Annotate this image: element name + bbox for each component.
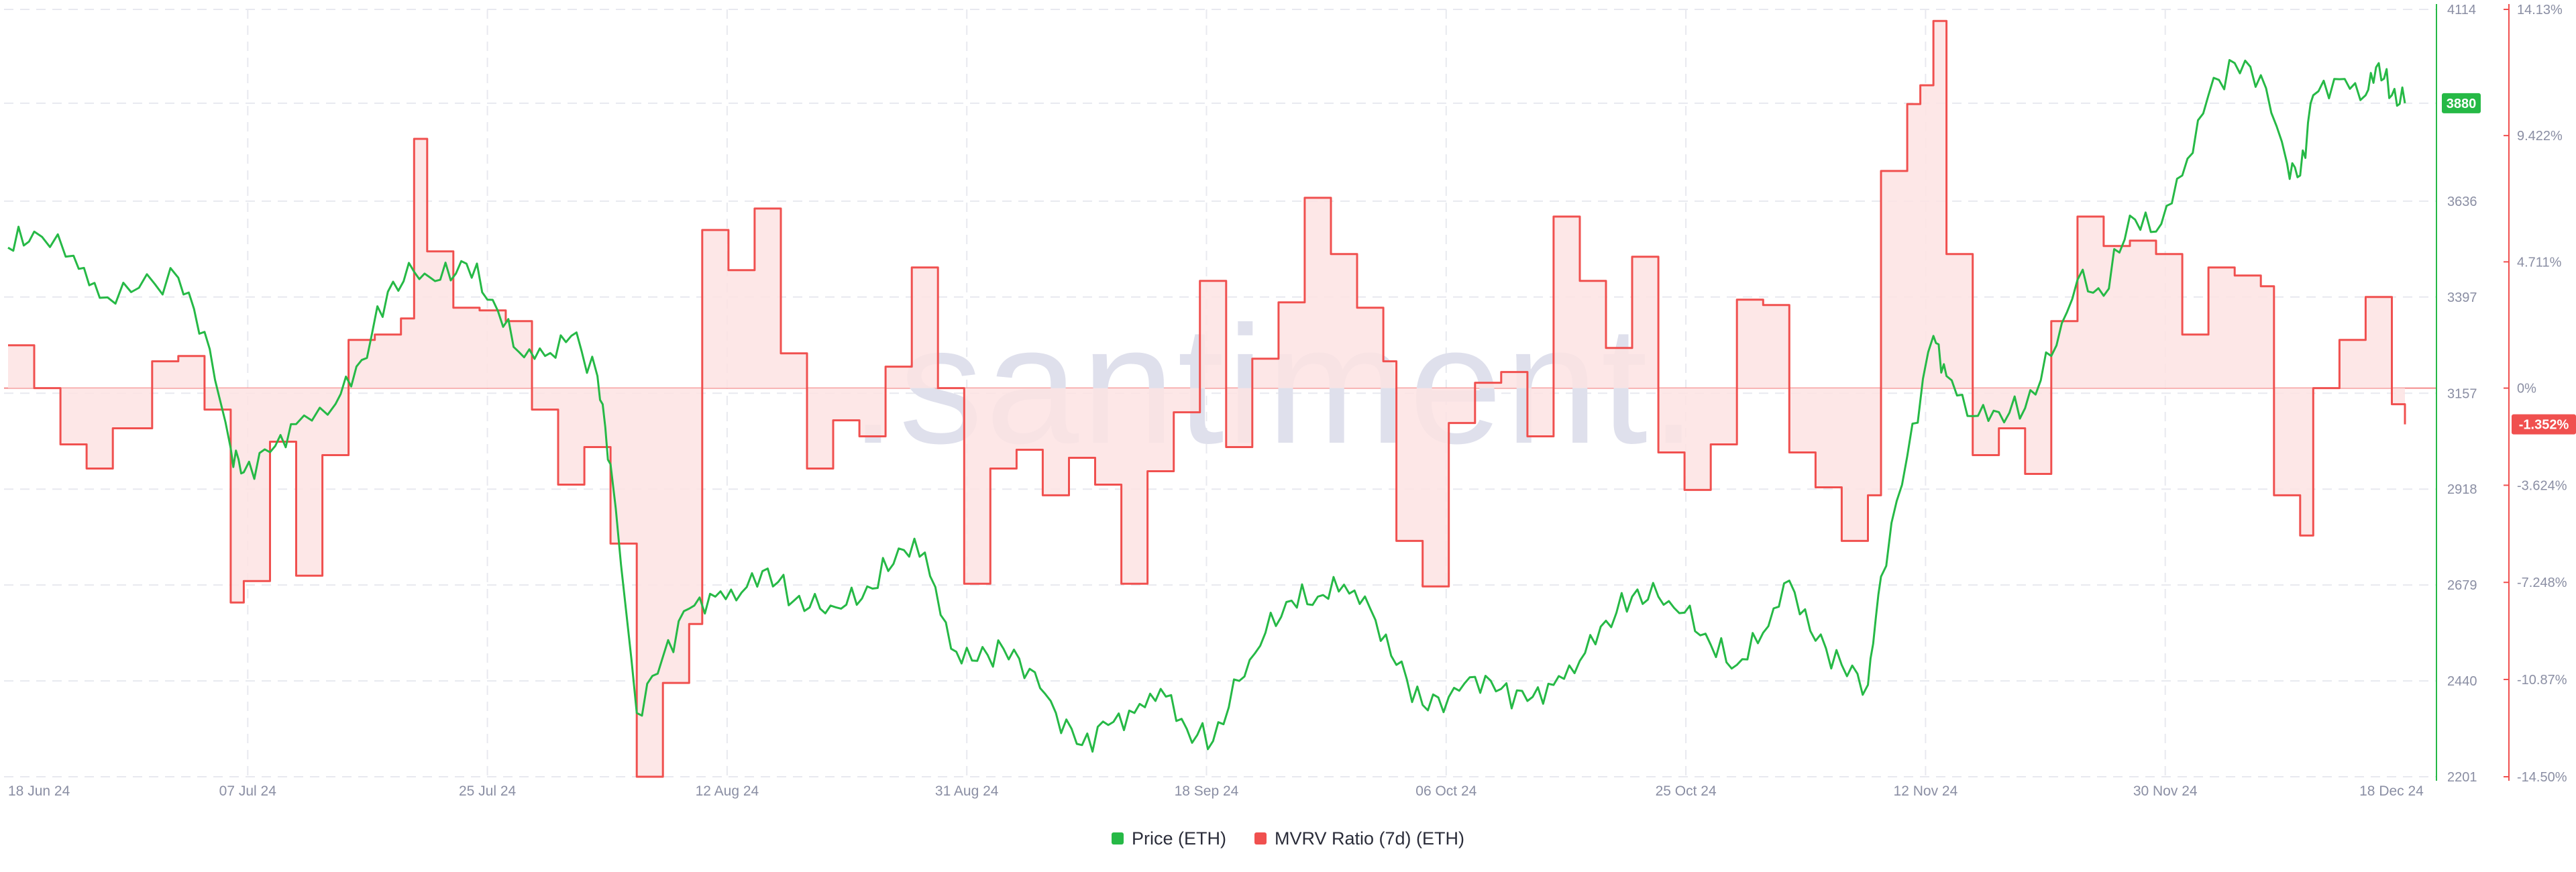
mvrv-line bbox=[8, 19, 2406, 778]
x-tick-label: 06 Oct 24 bbox=[1415, 783, 1477, 799]
x-tick-label: 25 Oct 24 bbox=[1656, 783, 1717, 799]
mvrv-tick-label: 0% bbox=[2517, 382, 2536, 396]
price-tick-label: 3157 bbox=[2447, 386, 2477, 401]
legend-label-mvrv: MVRV Ratio (7d) (ETH) bbox=[1274, 828, 1465, 849]
x-tick-label: 18 Sep 24 bbox=[1175, 783, 1239, 799]
price-tick-label: 3397 bbox=[2447, 290, 2477, 305]
price-tick-label: 3636 bbox=[2447, 195, 2477, 209]
mvrv-tick-label: 14.13% bbox=[2517, 3, 2563, 17]
mvrv-current-badge bbox=[2512, 414, 2576, 435]
price-tick-label: 2918 bbox=[2447, 482, 2477, 497]
x-tick-label: 07 Jul 24 bbox=[219, 783, 277, 799]
legend-swatch-mvrv bbox=[1254, 832, 1267, 844]
price-line bbox=[7, 59, 2406, 753]
price-tick-label: 4114 bbox=[2447, 3, 2476, 17]
mvrv-tick-label: -10.87% bbox=[2517, 673, 2567, 688]
mvrv-tick-label: -14.50% bbox=[2517, 770, 2567, 785]
x-tick-label: 30 Nov 24 bbox=[2133, 783, 2198, 799]
x-tick-label: 25 Jul 24 bbox=[459, 783, 517, 799]
mvrv-tick-label: 4.711% bbox=[2517, 255, 2562, 270]
x-tick-label: 12 Nov 24 bbox=[1894, 783, 1958, 799]
x-tick-label: 12 Aug 24 bbox=[696, 783, 759, 799]
x-tick-label: 18 Dec 24 bbox=[2359, 783, 2424, 799]
legend-item-price[interactable]: Price (ETH) bbox=[1111, 828, 1226, 849]
x-tick-label: 18 Jun 24 bbox=[8, 783, 70, 799]
mvrv-current-label: -1.352% bbox=[2519, 418, 2569, 433]
price-tick-label: 2201 bbox=[2447, 770, 2477, 785]
price-current-label: 3880 bbox=[2447, 97, 2477, 111]
mvrv-tick-label: -3.624% bbox=[2517, 478, 2567, 493]
legend-swatch-price bbox=[1111, 832, 1124, 844]
legend-item-mvrv[interactable]: MVRV Ratio (7d) (ETH) bbox=[1254, 828, 1464, 849]
price-tick-label: 2440 bbox=[2447, 674, 2477, 689]
price-current-badge bbox=[2442, 93, 2481, 113]
mvrv-tick-label: -7.248% bbox=[2517, 576, 2567, 590]
legend-label-price: Price (ETH) bbox=[1131, 828, 1226, 849]
series-lines bbox=[7, 19, 2406, 778]
price-tick-label: 2679 bbox=[2447, 578, 2477, 593]
x-tick-label: 31 Aug 24 bbox=[935, 783, 999, 799]
legend: Price (ETH) MVRV Ratio (7d) (ETH) bbox=[0, 824, 2576, 853]
axes: 18 Jun 24 07 Jul 24 25 Jul 24 12 Aug 24 31 A… bbox=[8, 3, 2576, 799]
mvrv-tick-label: 9.422% bbox=[2517, 129, 2563, 144]
